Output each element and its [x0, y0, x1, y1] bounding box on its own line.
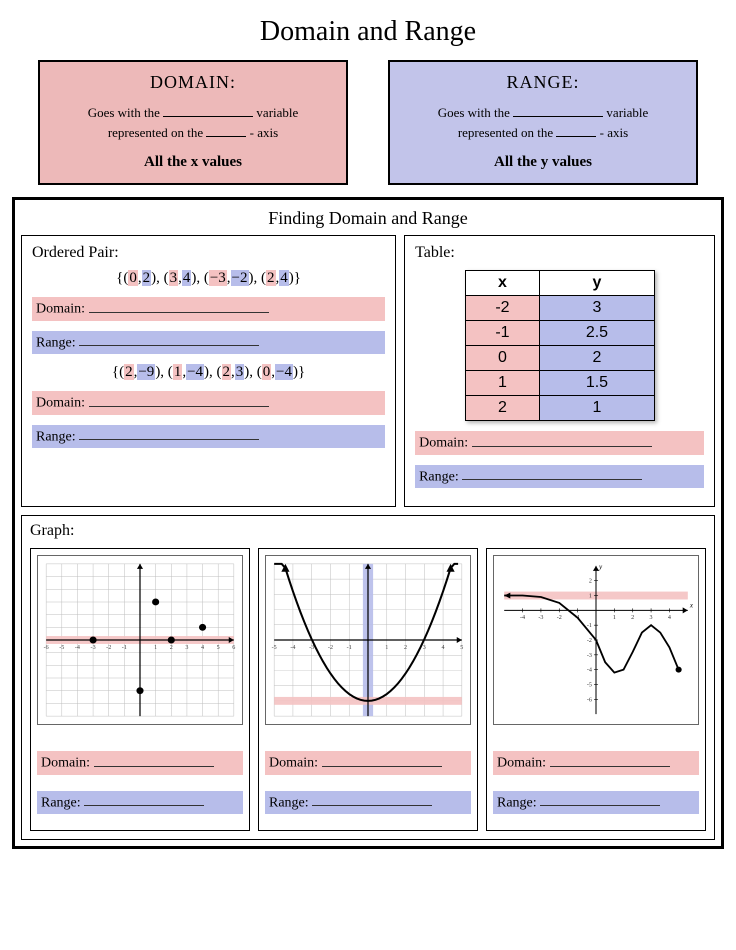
ordered-pair-set-1: {(0,2), (3,4), (−3,−2), (2,4)} — [32, 270, 385, 287]
svg-text:-5: -5 — [587, 683, 592, 689]
svg-text:-4: -4 — [75, 645, 80, 651]
graph-1-panel: -6 -5 -4 -3 -2 -1 1 2 3 4 5 6 Domain: Range: — [30, 548, 250, 831]
ordered-pair-set-2: {(2,−9), (1,−4), (2,3), (0,−4)} — [32, 364, 385, 381]
xy-table: xy-23-12.50211.521 — [465, 270, 655, 421]
range-fill[interactable]: Range: — [37, 791, 243, 815]
svg-text:-3: -3 — [309, 645, 314, 651]
blank[interactable] — [556, 125, 596, 137]
outer-frame: Finding Domain and Range Ordered Pair: {… — [12, 197, 724, 849]
range-fill[interactable]: Range: — [415, 465, 704, 489]
range-fill[interactable]: Range: — [493, 791, 699, 815]
graph-section: Graph: -6 -5 -4 -3 -2 -1 1 2 3 4 5 6 Domain: Range:… — [21, 515, 715, 840]
graph-heading: Graph: — [30, 522, 706, 540]
range-box: RANGE: Goes with the variable represente… — [388, 60, 698, 185]
blank[interactable] — [513, 105, 603, 117]
svg-text:2: 2 — [170, 645, 173, 651]
svg-text:-1: -1 — [347, 645, 352, 651]
svg-text:-5: -5 — [59, 645, 64, 651]
svg-text:5: 5 — [460, 645, 463, 651]
domain-fill[interactable]: Domain: — [265, 751, 471, 775]
top-row: Ordered Pair: {(0,2), (3,4), (−3,−2), (2… — [21, 235, 715, 507]
domain-heading: DOMAIN: — [54, 72, 332, 93]
svg-text:-4: -4 — [520, 615, 525, 621]
svg-text:-4: -4 — [587, 668, 592, 674]
range-fill[interactable]: Range: — [32, 331, 385, 355]
definitions-row: DOMAIN: Goes with the variable represent… — [12, 60, 724, 185]
svg-text:1: 1 — [385, 645, 388, 651]
svg-text:2: 2 — [589, 579, 592, 585]
svg-text:3: 3 — [423, 645, 426, 651]
page-title: Domain and Range — [12, 16, 724, 48]
domain-bold: All the x values — [54, 154, 332, 171]
blank[interactable] — [206, 125, 246, 137]
svg-text:3: 3 — [650, 615, 653, 621]
svg-text:-1: -1 — [587, 623, 592, 629]
svg-text:1: 1 — [589, 594, 592, 600]
svg-text:-3: -3 — [587, 653, 592, 659]
svg-text:5: 5 — [217, 645, 220, 651]
range-fill[interactable]: Range: — [32, 425, 385, 449]
svg-text:x: x — [689, 602, 694, 610]
range-fill[interactable]: Range: — [265, 791, 471, 815]
domain-fill[interactable]: Domain: — [493, 751, 699, 775]
ordered-pair-panel: Ordered Pair: {(0,2), (3,4), (−3,−2), (2… — [21, 235, 396, 507]
svg-text:4: 4 — [668, 615, 671, 621]
svg-text:4: 4 — [442, 645, 445, 651]
svg-text:-4: -4 — [290, 645, 295, 651]
svg-text:-5: -5 — [272, 645, 277, 651]
svg-text:1: 1 — [154, 645, 157, 651]
svg-text:-3: -3 — [91, 645, 96, 651]
blank[interactable] — [163, 105, 253, 117]
domain-fill[interactable]: Domain: — [37, 751, 243, 775]
svg-text:-6: -6 — [44, 645, 49, 651]
graph-3: xy-4-3-2-11234-6-5-4-3-2-112 — [493, 555, 699, 725]
svg-text:2: 2 — [404, 645, 407, 651]
range-bold: All the y values — [404, 154, 682, 171]
graph-2: -5 -4 -3 -2 -1 1 2 3 4 5 — [265, 555, 471, 725]
svg-text:2: 2 — [631, 615, 634, 621]
svg-text:1: 1 — [613, 615, 616, 621]
ordered-pair-heading: Ordered Pair: — [32, 244, 385, 262]
graph-3-panel: xy-4-3-2-11234-6-5-4-3-2-112 Domain: Ran… — [486, 548, 706, 831]
domain-body: Goes with the variable represented on th… — [54, 103, 332, 142]
svg-text:-1: -1 — [122, 645, 127, 651]
svg-text:-3: -3 — [538, 615, 543, 621]
finding-title: Finding Domain and Range — [21, 208, 715, 229]
svg-text:6: 6 — [232, 645, 235, 651]
domain-fill[interactable]: Domain: — [415, 431, 704, 455]
svg-text:4: 4 — [201, 645, 204, 651]
graph-2-panel: -5 -4 -3 -2 -1 1 2 3 4 5 Domain: Range: — [258, 548, 478, 831]
range-heading: RANGE: — [404, 72, 682, 93]
svg-text:-2: -2 — [106, 645, 111, 651]
svg-text:-2: -2 — [328, 645, 333, 651]
graph-1: -6 -5 -4 -3 -2 -1 1 2 3 4 5 6 — [37, 555, 243, 725]
domain-box: DOMAIN: Goes with the variable represent… — [38, 60, 348, 185]
svg-text:3: 3 — [185, 645, 188, 651]
svg-text:-6: -6 — [587, 698, 592, 704]
range-body: Goes with the variable represented on th… — [404, 103, 682, 142]
domain-fill[interactable]: Domain: — [32, 297, 385, 321]
svg-text:y: y — [598, 563, 603, 571]
table-heading: Table: — [415, 244, 704, 262]
table-panel: Table: xy-23-12.50211.521 Domain: Range: — [404, 235, 715, 507]
svg-text:-2: -2 — [587, 638, 592, 644]
domain-fill[interactable]: Domain: — [32, 391, 385, 415]
svg-text:-2: -2 — [557, 615, 562, 621]
